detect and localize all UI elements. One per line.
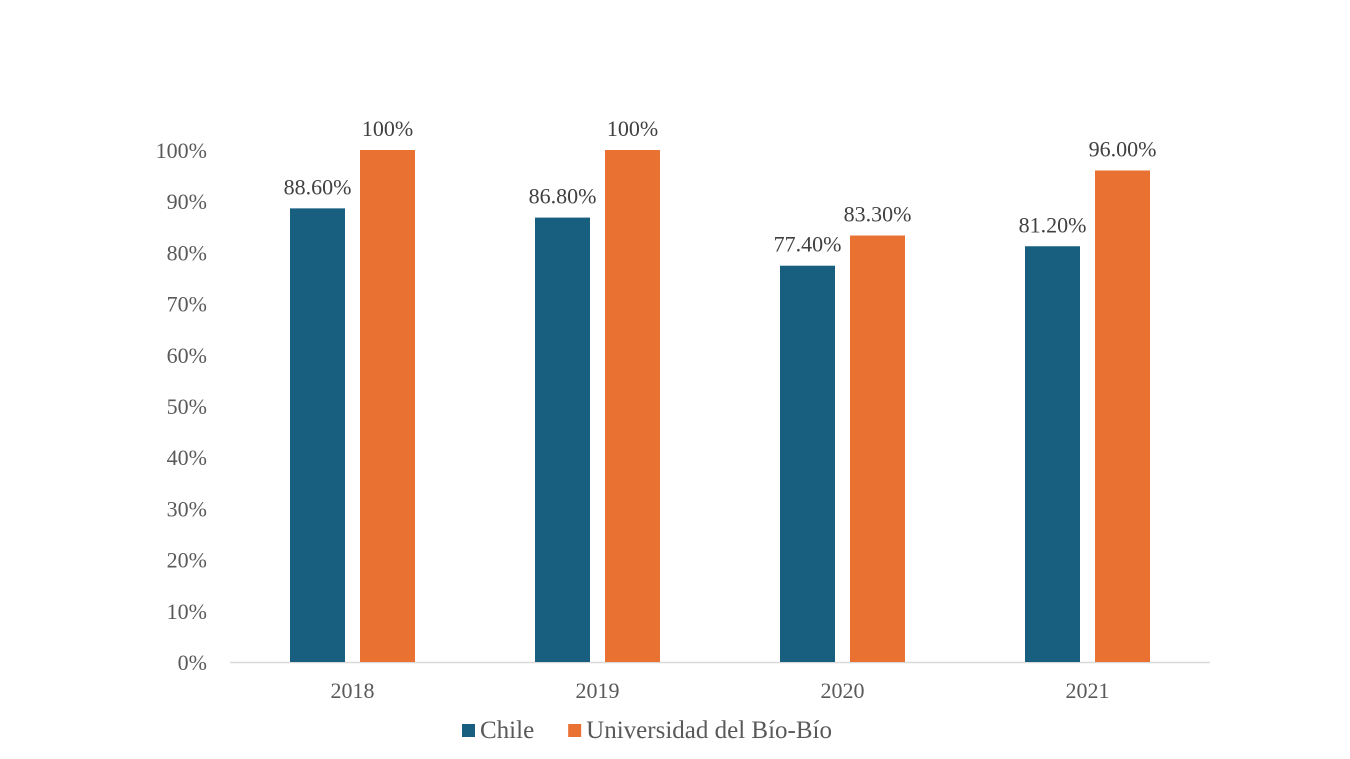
data-label: 88.60%: [284, 174, 352, 199]
data-label: 100%: [607, 116, 658, 141]
x-tick-label: 2019: [576, 678, 620, 703]
y-tick-label: 80%: [167, 240, 207, 265]
y-tick-label: 0%: [178, 650, 207, 675]
y-tick-label: 50%: [167, 394, 207, 419]
data-label: 96.00%: [1089, 136, 1157, 161]
data-label: 77.40%: [774, 232, 842, 257]
legend-swatch: [462, 724, 475, 737]
data-label: 100%: [362, 116, 413, 141]
y-tick-label: 60%: [167, 343, 207, 368]
y-tick-label: 10%: [167, 599, 207, 624]
legend-label: Universidad del Bío-Bío: [586, 717, 832, 744]
bar-chile-2020: [780, 265, 835, 662]
bar-chile-2019: [535, 217, 590, 663]
bar-universidad-del-b-o-b-o-2018: [360, 150, 415, 662]
x-tick-label: 2020: [821, 678, 865, 703]
x-tick-label: 2021: [1066, 678, 1110, 703]
bar-universidad-del-b-o-b-o-2021: [1095, 170, 1150, 663]
y-tick-label: 20%: [167, 548, 207, 573]
legend-label: Chile: [480, 717, 534, 744]
bar-chile-2018: [290, 208, 345, 663]
y-tick-label: 90%: [167, 189, 207, 214]
legend-swatch: [568, 724, 582, 737]
data-label: 83.30%: [844, 202, 912, 227]
y-tick-label: 40%: [167, 445, 207, 470]
data-label: 81.20%: [1019, 212, 1087, 237]
data-label: 86.80%: [529, 184, 597, 209]
y-tick-label: 30%: [167, 496, 207, 521]
x-tick-label: 2018: [331, 678, 375, 703]
bar-chile-2021: [1025, 246, 1080, 663]
bar-universidad-del-b-o-b-o-2020: [850, 235, 905, 662]
bar-universidad-del-b-o-b-o-2019: [605, 150, 660, 662]
y-tick-label: 70%: [167, 292, 207, 317]
y-tick-label: 100%: [156, 138, 207, 163]
